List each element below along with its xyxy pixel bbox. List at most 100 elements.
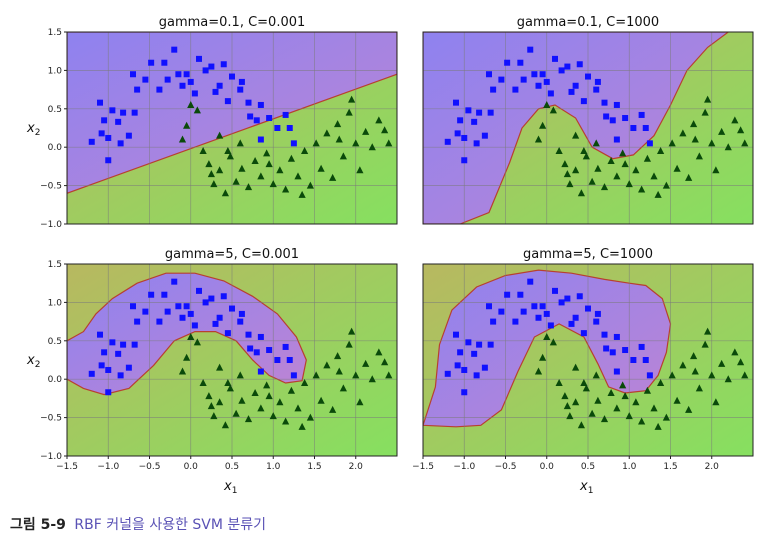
point-triangle (588, 177, 596, 185)
point-triangle (657, 147, 665, 155)
point-triangle (236, 371, 244, 379)
chart-title: gamma=0.1, C=1000 (517, 15, 659, 30)
point-square (97, 99, 103, 106)
point-square (290, 372, 297, 379)
point-square (142, 308, 149, 315)
point-square (224, 98, 231, 105)
y-tick-label: −1.0 (40, 452, 62, 462)
point-triangle (582, 152, 590, 160)
point-triangle (650, 172, 658, 180)
point-square (576, 293, 583, 300)
point-triangle (592, 371, 600, 379)
point-triangle (238, 396, 246, 404)
point-square (125, 132, 132, 139)
point-square (613, 136, 620, 143)
point-square (601, 99, 608, 106)
x-tick-label: 1.5 (663, 462, 677, 472)
point-triangle (741, 371, 749, 379)
point-triangle (335, 367, 343, 375)
point-triangle (226, 384, 234, 392)
point-square (613, 368, 620, 375)
point-triangle (555, 379, 563, 387)
point-triangle (572, 363, 580, 371)
point-square (543, 310, 550, 317)
point-triangle (269, 412, 277, 420)
point-triangle (385, 371, 393, 379)
point-triangle (643, 154, 651, 162)
point-triangle (638, 185, 646, 193)
y-tick-label: 0.5 (48, 105, 62, 115)
point-triangle (668, 371, 676, 379)
point-square (535, 314, 542, 321)
point-triangle (673, 164, 681, 172)
point-square (161, 291, 168, 298)
point-triangle (731, 116, 739, 124)
point-triangle (632, 398, 640, 406)
caption-number: 그림 5-9 (10, 517, 66, 533)
point-triangle (625, 412, 633, 420)
point-square (487, 341, 494, 348)
point-square (465, 339, 472, 346)
point-square (238, 78, 245, 85)
point-square (527, 46, 534, 53)
point-triangle (362, 359, 370, 367)
point-square (131, 341, 138, 348)
chart-title: gamma=0.1, C=0.001 (159, 15, 306, 30)
point-square (603, 345, 610, 352)
point-triangle (301, 379, 309, 387)
point-square (520, 76, 527, 83)
point-triangle (265, 160, 273, 168)
point-triangle (724, 143, 732, 151)
point-triangle (592, 139, 600, 147)
point-triangle (625, 180, 633, 188)
point-square (171, 278, 178, 285)
point-square (290, 140, 297, 147)
point-square (237, 318, 244, 325)
point-triangle (375, 348, 383, 356)
x-tick-label: 0.0 (184, 462, 199, 472)
chart-panel-4: gamma=5, C=1000 −1.5 −1.0 −0.5 0.0 0.5 1.0 1.5 2… (412, 247, 754, 496)
point-square (196, 287, 202, 294)
point-square (520, 308, 527, 315)
point-square (120, 109, 127, 116)
x-tick-label: −1.5 (56, 462, 78, 472)
point-triangle (582, 384, 590, 392)
point-triangle (708, 371, 716, 379)
point-square (585, 305, 591, 312)
point-square (171, 46, 178, 53)
point-triangle (193, 106, 201, 114)
point-square (630, 125, 637, 131)
point-square (253, 117, 260, 124)
point-square (212, 320, 219, 327)
point-triangle (539, 121, 547, 129)
axes-frame (422, 31, 754, 225)
point-triangle (543, 100, 551, 108)
y-axis-label: x2 (26, 353, 40, 370)
point-triangle (362, 127, 370, 135)
point-square (552, 287, 558, 294)
point-square (576, 61, 583, 68)
point-square (498, 76, 505, 83)
point-triangle (539, 353, 547, 361)
point-square (486, 303, 492, 310)
point-square (117, 372, 124, 379)
point-square (454, 362, 461, 369)
x-tick-label: 1.0 (266, 462, 281, 472)
point-square (282, 343, 289, 350)
point-triangle (662, 413, 670, 421)
point-square (444, 138, 451, 145)
point-triangle (335, 135, 343, 143)
point-triangle (673, 396, 681, 404)
point-triangle (577, 421, 585, 429)
point-triangle (695, 384, 703, 392)
y-tick-label: 1.5 (48, 260, 62, 270)
point-triangle (600, 415, 609, 423)
point-square (461, 389, 468, 396)
point-triangle (339, 152, 347, 160)
chart-title: gamma=5, C=1000 (523, 247, 653, 262)
point-square (461, 134, 468, 141)
purple-region (423, 269, 672, 428)
point-triangle (282, 417, 290, 425)
x-tick-label: −1.0 (453, 462, 475, 472)
x-tick-label: 0.5 (581, 462, 595, 472)
